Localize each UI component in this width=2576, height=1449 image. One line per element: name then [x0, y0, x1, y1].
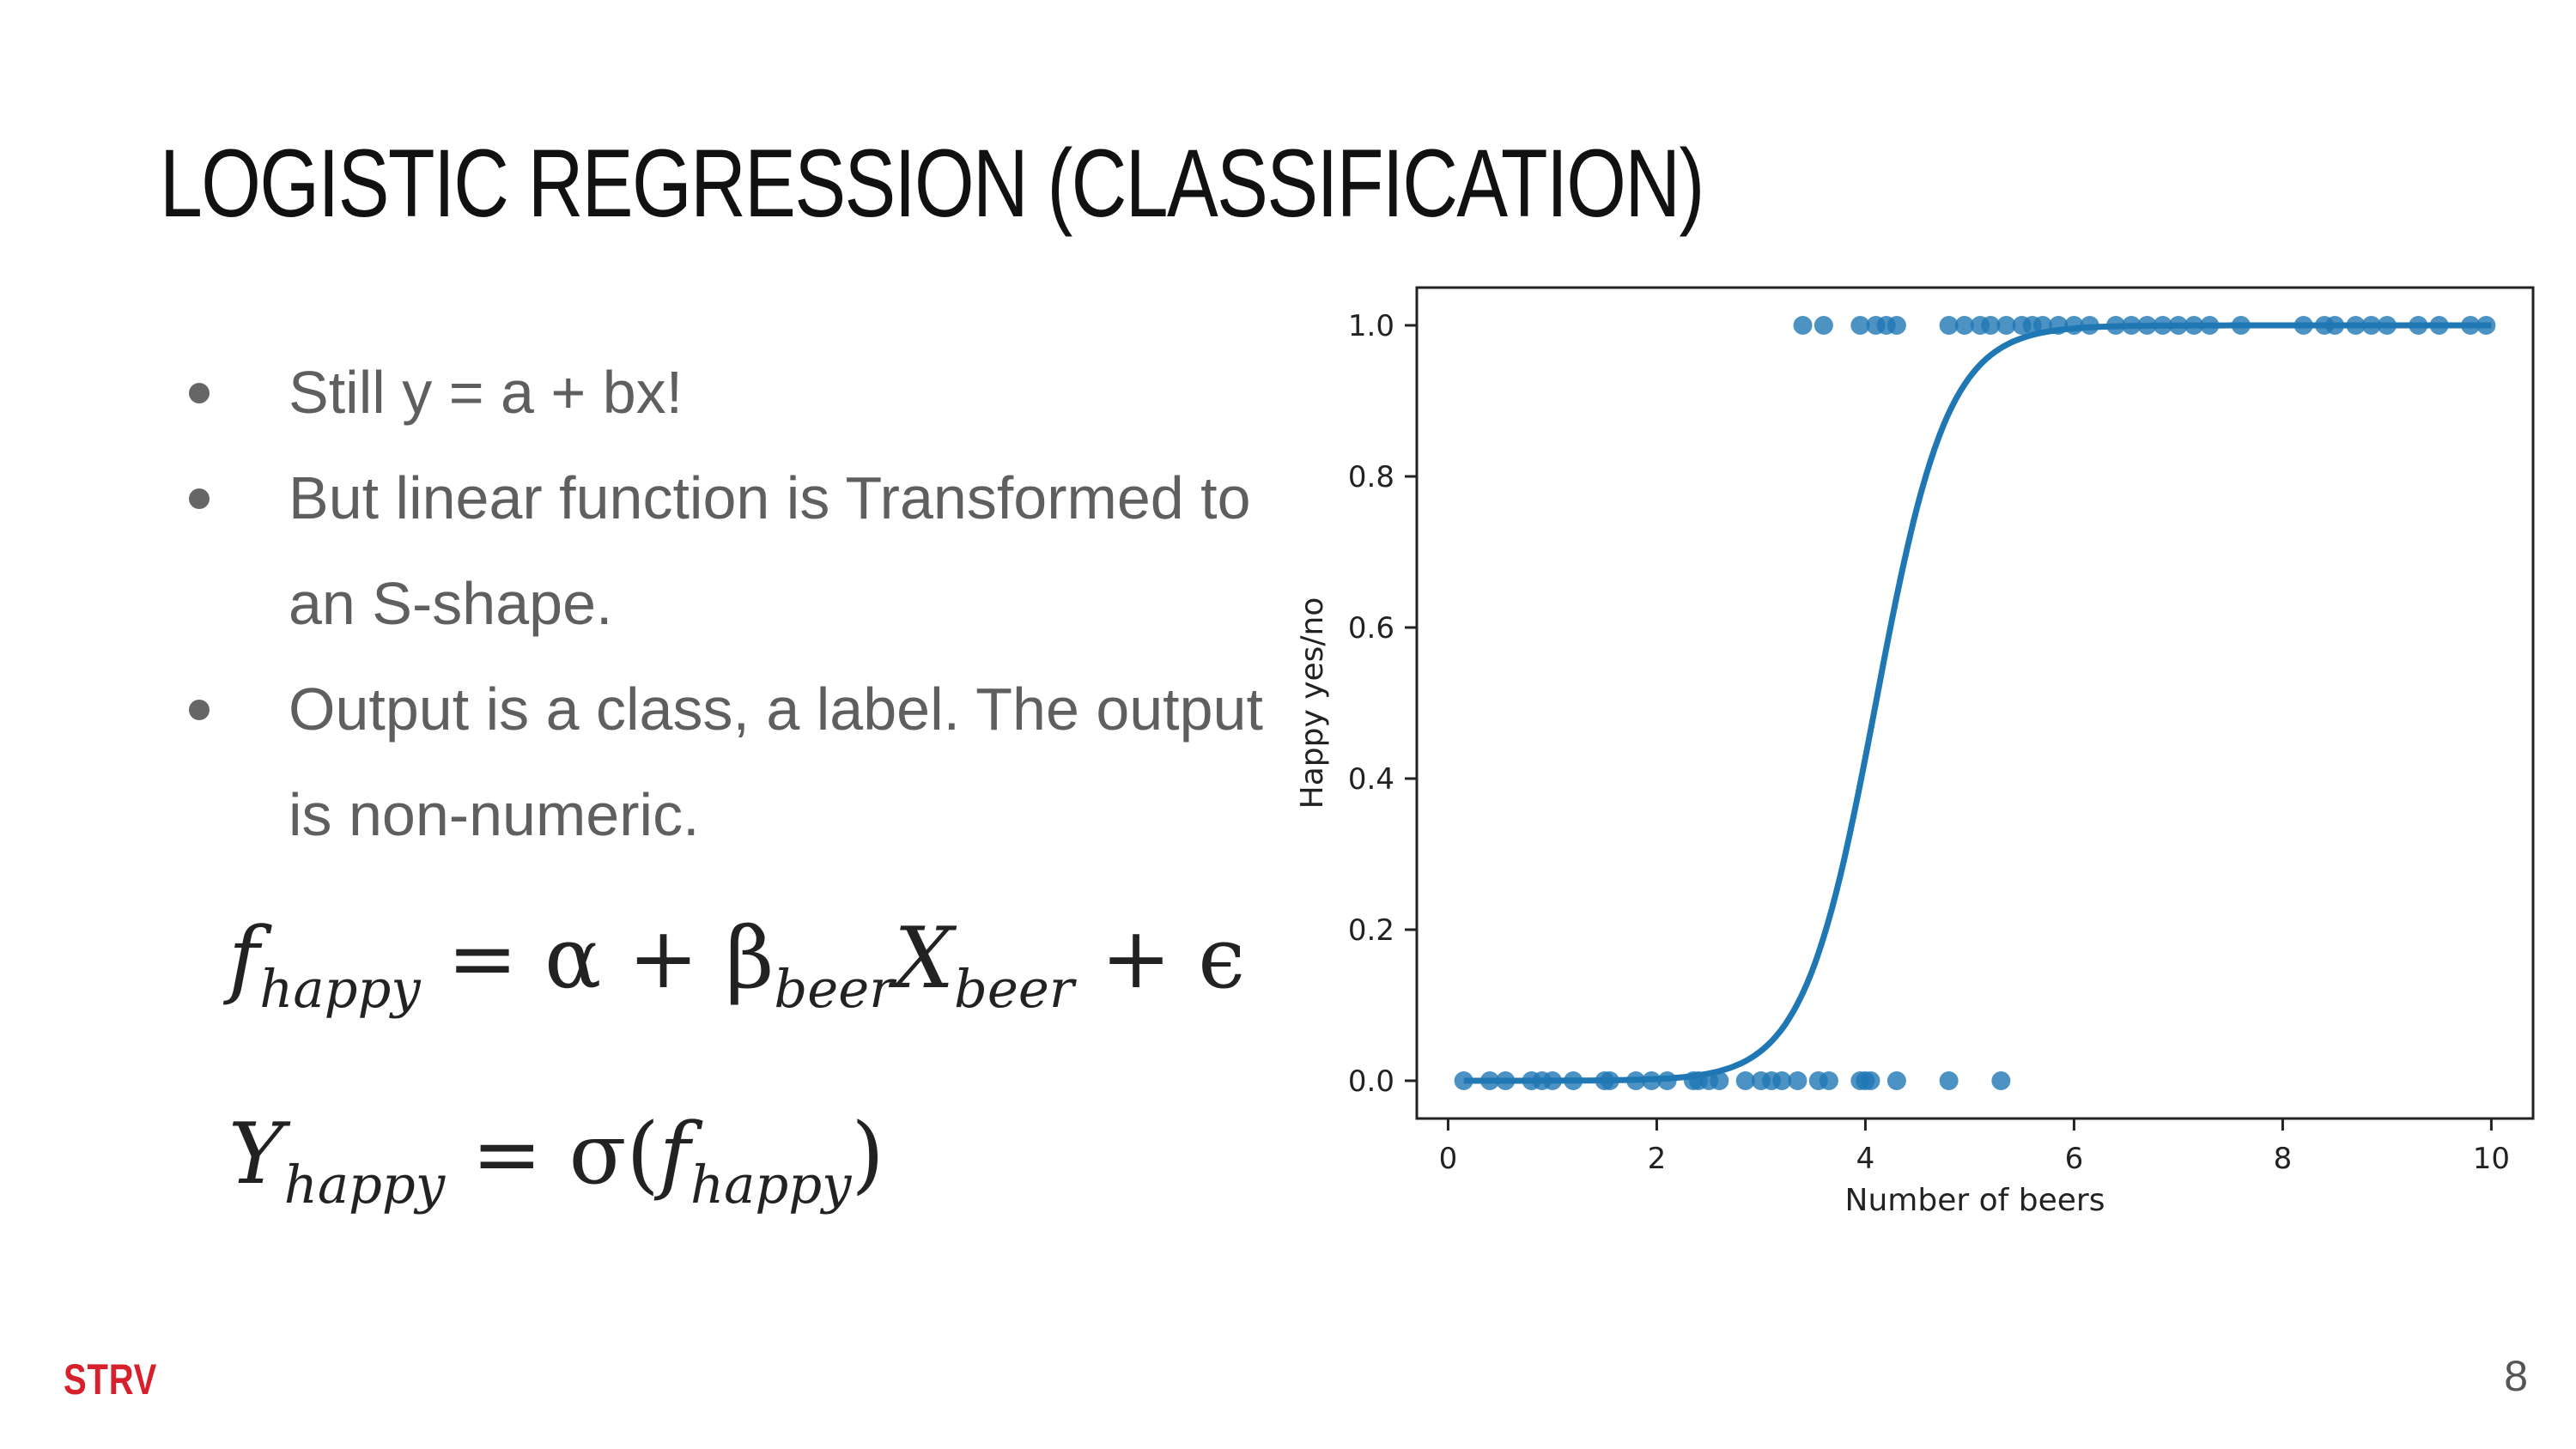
formula-y: Y — [228, 1106, 284, 1203]
y-tick-label: 0.0 — [1348, 1064, 1394, 1099]
data-point — [1710, 1071, 1729, 1090]
data-point — [1981, 316, 2001, 335]
x-tick-label: 2 — [1648, 1142, 1667, 1176]
x-tick-label: 0 — [1439, 1142, 1458, 1176]
y-tick-label: 0.8 — [1348, 460, 1394, 494]
data-point — [2137, 316, 2157, 335]
logistic-chart: 0 2 4 6 8 10 0.0 0.2 0.4 0.6 0.8 1.0 Number of beer… — [1295, 286, 2535, 1218]
data-point — [1657, 1071, 1677, 1090]
data-point — [2361, 316, 2381, 335]
formula-eq1-end: + ϵ — [1073, 910, 1246, 1008]
data-point — [2461, 316, 2481, 335]
formula-f2: f — [659, 1106, 690, 1203]
data-point — [1454, 1071, 1473, 1090]
data-point — [2293, 316, 2313, 335]
bullet-item: But linear function is Transformed to an… — [177, 446, 1319, 657]
formula-f: f — [228, 910, 260, 1008]
data-point — [1642, 1071, 1662, 1090]
data-point — [1861, 1071, 1880, 1090]
bullet-item: Output is a class, a label. The output i… — [177, 657, 1319, 868]
data-point — [1954, 316, 1974, 335]
formula-x-subscript: beer — [954, 960, 1074, 1021]
y-tick-label: 0.4 — [1348, 762, 1394, 797]
data-point — [2476, 316, 2496, 335]
strv-logo: STRV — [64, 1355, 158, 1404]
formula-beta-subscript: beer — [774, 960, 895, 1021]
formula-eq2-mid: = σ( — [445, 1106, 659, 1203]
bullet-item: Still y = a + bx! — [177, 340, 1319, 446]
data-point — [2049, 316, 2069, 335]
data-point — [2064, 316, 2084, 335]
plot-frame — [1415, 286, 2535, 1120]
data-point — [1564, 1071, 1583, 1090]
data-point — [1814, 316, 1833, 335]
x-tick-label: 6 — [2065, 1142, 2084, 1176]
formula-eq2-end: ) — [851, 1106, 884, 1203]
data-point — [2153, 316, 2172, 335]
data-point — [2409, 316, 2428, 335]
y-tick-label: 0.6 — [1348, 611, 1394, 646]
data-point — [1600, 1071, 1619, 1090]
data-point — [2080, 316, 2099, 335]
data-point — [2346, 316, 2366, 335]
data-point — [1819, 1071, 1838, 1090]
data-point — [1793, 316, 1813, 335]
y-tick-label: 0.2 — [1348, 913, 1394, 948]
y-axis-label: Happy yes/no — [1295, 597, 1330, 809]
data-point — [1735, 1071, 1755, 1090]
data-point — [2429, 316, 2449, 335]
bullet-list: Still y = a + bx! But linear function is… — [177, 340, 1319, 868]
data-point — [2200, 316, 2220, 335]
data-point — [1886, 316, 1906, 335]
formula-eq1-mid: = α + β — [420, 910, 775, 1008]
chart-axes: 0 2 4 6 8 10 0.0 0.2 0.4 0.6 0.8 1.0 — [1348, 309, 2510, 1176]
data-point — [2122, 316, 2142, 335]
data-point — [1850, 316, 1870, 335]
x-tick-label: 10 — [2473, 1142, 2510, 1176]
data-point — [1886, 1071, 1906, 1090]
x-tick-label: 4 — [1856, 1142, 1875, 1176]
data-point — [1991, 1071, 2011, 1090]
data-point — [1996, 316, 2016, 335]
y-tick-label: 1.0 — [1348, 309, 1394, 343]
formula-f-subscript: happy — [259, 960, 421, 1021]
chart-marks — [1454, 316, 2496, 1090]
formula-linear: fhappy = α + βbeerXbeer + ϵ — [228, 910, 1245, 1020]
x-tick-label: 8 — [2274, 1142, 2293, 1176]
data-point — [2231, 316, 2251, 335]
data-point — [2106, 316, 2126, 335]
data-point — [1788, 1071, 1807, 1090]
data-point — [2032, 316, 2052, 335]
logistic-curve — [1463, 322, 2492, 1084]
data-point — [1480, 1071, 1500, 1090]
data-point — [2184, 316, 2204, 335]
data-point — [2377, 316, 2397, 335]
formula-sigmoid: Yhappy = σ(fhappy) — [228, 1106, 884, 1216]
page-number: 8 — [2504, 1352, 2528, 1400]
data-point — [2168, 316, 2188, 335]
formula-y-subscript: happy — [283, 1155, 446, 1216]
x-axis-label: Number of beers — [1845, 1183, 2105, 1218]
data-point — [1939, 316, 1959, 335]
data-point — [2325, 316, 2345, 335]
formula-f2-subscript: happy — [690, 1155, 852, 1216]
slide-title: LOGISTIC REGRESSION (CLASSIFICATION) — [160, 130, 1704, 237]
formula-x: X — [894, 910, 955, 1008]
data-point — [1496, 1071, 1516, 1090]
data-point — [1626, 1071, 1646, 1090]
data-point — [1939, 1071, 1959, 1090]
data-point — [1772, 1071, 1792, 1090]
data-point — [1542, 1071, 1562, 1090]
